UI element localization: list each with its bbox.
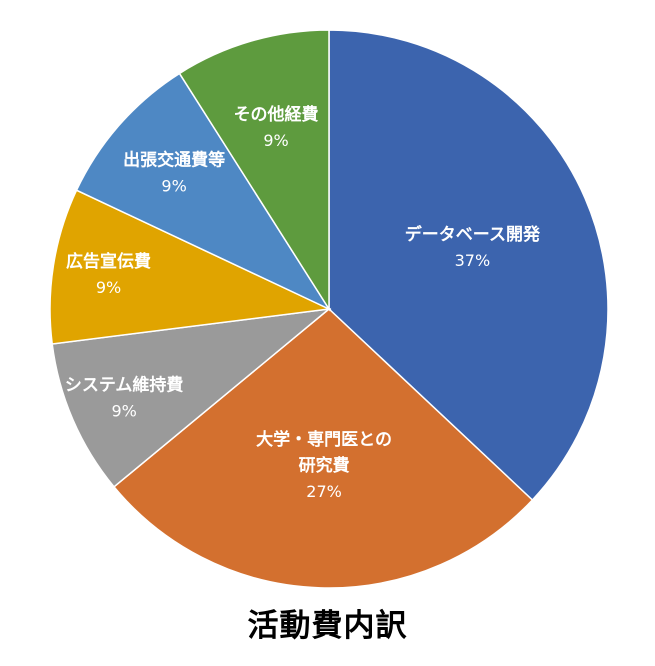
pie-slice (49, 189, 332, 345)
slice-percent: 27% (306, 482, 342, 501)
slice-label: データベース開発 37% (405, 224, 541, 270)
pie-labels: データベース開発 37% 大学・専門医との研究費 27% システム維持費 9% 広告宣伝費 9… (65, 104, 541, 501)
pie-slice (112, 308, 534, 589)
slice-category: 出張交通費等 (123, 149, 225, 170)
pie-slice (178, 29, 330, 312)
slice-label: その他経費 9% (234, 104, 319, 150)
slice-label: システム維持費 9% (65, 375, 184, 421)
slice-label: 広告宣伝費 9% (66, 251, 151, 297)
slice-percent: 9% (161, 176, 186, 195)
pie-slice (51, 307, 332, 488)
slice-percent: 9% (96, 278, 121, 297)
pie-slice (328, 29, 609, 502)
slice-category: システム維持費 (65, 375, 184, 396)
slice-category: 大学・専門医との (256, 429, 392, 450)
slice-category: データベース開発 (405, 224, 541, 245)
slice-label: 大学・専門医との研究費 27% (256, 429, 392, 501)
slice-category: 研究費 (299, 455, 350, 476)
slice-percent: 37% (455, 251, 491, 270)
slice-percent: 9% (111, 402, 136, 421)
pie-slice (75, 72, 332, 311)
slice-label: 出張交通費等 9% (123, 149, 225, 195)
chart-title: 活動費内訳 (247, 608, 408, 644)
slice-percent: 9% (263, 131, 288, 150)
slice-category: 広告宣伝費 (66, 251, 151, 272)
slice-category: その他経費 (234, 104, 319, 125)
pie-slices (49, 29, 609, 589)
